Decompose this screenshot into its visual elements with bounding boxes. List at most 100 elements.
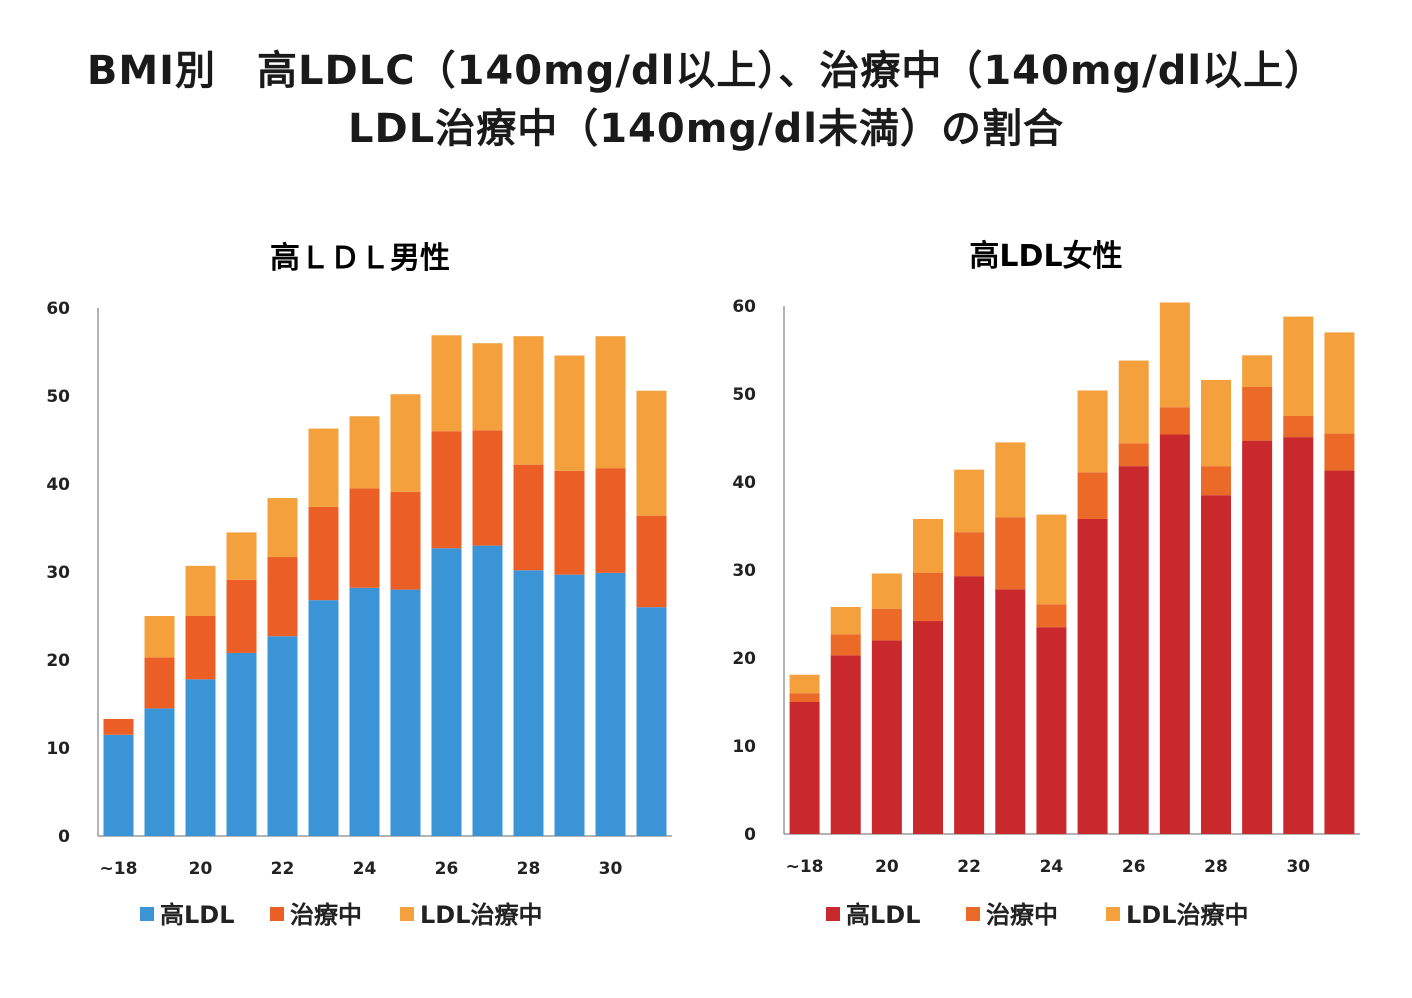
bar-segment-under-treatment: [144, 657, 175, 709]
bar-segment-under-treatment: [103, 718, 134, 735]
x-tick-label: 30: [599, 859, 623, 879]
bar-segment-high-ldl: [513, 570, 544, 836]
bar-segment-under-treatment: [789, 693, 820, 702]
x-tick-label: 30: [1286, 857, 1310, 877]
bar-segment-high-ldl: [144, 708, 175, 836]
x-tick-label: 28: [517, 859, 541, 879]
y-tick-label: 40: [732, 473, 756, 493]
x-tick-label: 22: [957, 857, 981, 877]
bar-segment-under-treatment: [472, 430, 503, 546]
legend-label: 高LDL: [160, 901, 235, 929]
legend-swatch: [826, 907, 840, 921]
x-tick-label: ~18: [786, 857, 824, 877]
bar-segment-high-ldl: [871, 640, 902, 834]
x-tick-label: ~18: [100, 859, 138, 879]
bar-segment-under-treatment: [349, 488, 380, 588]
bar-segment-under-treatment: [1036, 604, 1067, 628]
bar-segment-ldl-under-treatment: [349, 416, 380, 489]
slide-title-line-2: LDL治療中（140mg/dl未満）の割合: [348, 106, 1064, 152]
x-tick-label: 28: [1204, 857, 1228, 877]
bar-segment-under-treatment: [267, 557, 298, 637]
bar-segment-under-treatment: [513, 464, 544, 571]
slide-title-line-1: BMI別 高LDLC（140mg/dl以上）、治療中（140mg/dl以上）: [86, 48, 1326, 94]
legend-label: 治療中: [986, 901, 1058, 929]
y-tick-label: 50: [732, 385, 756, 405]
bar-segment-under-treatment: [1077, 472, 1108, 519]
bar-segment-ldl-under-treatment: [1201, 379, 1231, 467]
bar-segment-under-treatment: [1201, 466, 1231, 496]
y-tick-label: 40: [46, 475, 70, 495]
bar-segment-ldl-under-treatment: [554, 355, 585, 471]
bar-segment-high-ldl: [995, 589, 1026, 834]
bar-segment-ldl-under-treatment: [995, 442, 1026, 518]
bar-segment-high-ldl: [789, 702, 820, 834]
y-tick-label: 20: [46, 651, 70, 671]
chart-title: 高LDL女性: [969, 239, 1122, 274]
x-tick-label: 26: [435, 859, 459, 879]
bar-segment-high-ldl: [103, 734, 134, 836]
bar-segment-ldl-under-treatment: [1159, 302, 1190, 408]
bar-segment-under-treatment: [226, 579, 257, 653]
bar-segment-ldl-under-treatment: [789, 674, 820, 694]
y-tick-label: 0: [744, 825, 756, 845]
bar-segment-high-ldl: [1242, 440, 1273, 834]
legend-swatch: [1106, 907, 1120, 921]
chart-title: 高ＬＤＬ男性: [270, 241, 450, 276]
x-tick-label: 20: [875, 857, 899, 877]
bar-segment-under-treatment: [995, 517, 1026, 590]
bar-segment-ldl-under-treatment: [1324, 332, 1355, 434]
bar-segment-high-ldl: [1118, 466, 1149, 834]
legend-swatch: [966, 907, 980, 921]
bar-segment-high-ldl: [913, 621, 943, 834]
bar-segment-under-treatment: [1159, 407, 1190, 435]
y-tick-label: 10: [732, 737, 756, 757]
bar-segment-ldl-under-treatment: [472, 343, 503, 431]
bar-segment-high-ldl: [226, 652, 257, 836]
bar-segment-under-treatment: [595, 468, 626, 573]
bar-segment-high-ldl: [1159, 434, 1190, 834]
y-tick-label: 20: [732, 649, 756, 669]
bar-segment-under-treatment: [390, 491, 421, 590]
x-tick-label: 22: [271, 859, 295, 879]
y-tick-label: 60: [46, 299, 70, 319]
y-tick-label: 60: [732, 297, 756, 317]
bar-segment-high-ldl: [185, 679, 216, 836]
chart-female: 高LDL女性 0 10 20 30 40 50 60 ~18 20 22 24 26 28 30 高LDL 治療…: [732, 239, 1360, 929]
bar-segment-ldl-under-treatment: [390, 394, 421, 492]
bar-segment-high-ldl: [1077, 518, 1108, 834]
bar-segment-high-ldl: [349, 587, 380, 836]
bar-segment-under-treatment: [954, 532, 985, 577]
chart-male: 高ＬＤＬ男性 0 10 20 30 40 50 60 ~18 20 22 24 26 28 30 高LDL 治療…: [46, 241, 672, 929]
bar-segment-under-treatment: [1242, 386, 1273, 441]
bar-segment-high-ldl: [1036, 627, 1067, 834]
bar-segment-ldl-under-treatment: [1036, 514, 1067, 605]
x-tick-label: 24: [1040, 857, 1064, 877]
bar-segment-ldl-under-treatment: [636, 390, 667, 516]
bar-segment-high-ldl: [954, 576, 985, 834]
bar-segment-ldl-under-treatment: [308, 428, 339, 507]
bar-segment-high-ldl: [636, 607, 667, 836]
bar-segment-under-treatment: [308, 506, 339, 601]
bar-segment-ldl-under-treatment: [1118, 360, 1149, 444]
bar-segment-ldl-under-treatment: [144, 616, 175, 658]
legend-label: 高LDL: [846, 901, 921, 929]
bar-segment-ldl-under-treatment: [913, 518, 943, 573]
bar-segment-under-treatment: [830, 634, 861, 656]
y-tick-label: 0: [58, 827, 70, 847]
x-tick-label: 24: [353, 859, 377, 879]
bar-segment-high-ldl: [595, 572, 626, 836]
bar-segment-ldl-under-treatment: [595, 336, 626, 469]
bar-segment-ldl-under-treatment: [954, 469, 985, 533]
bar-segment-under-treatment: [871, 608, 902, 641]
bar-segment-ldl-under-treatment: [513, 336, 544, 465]
x-tick-label: 20: [189, 859, 213, 879]
bar-segment-ldl-under-treatment: [1242, 355, 1273, 387]
bar-segment-ldl-under-treatment: [830, 606, 861, 635]
x-tick-label: 26: [1122, 857, 1146, 877]
bar-segment-ldl-under-treatment: [871, 573, 902, 609]
bar-segment-high-ldl: [1201, 495, 1231, 834]
legend-swatch: [400, 907, 414, 921]
bar-segment-ldl-under-treatment: [267, 498, 298, 558]
bar-segment-under-treatment: [913, 572, 943, 622]
